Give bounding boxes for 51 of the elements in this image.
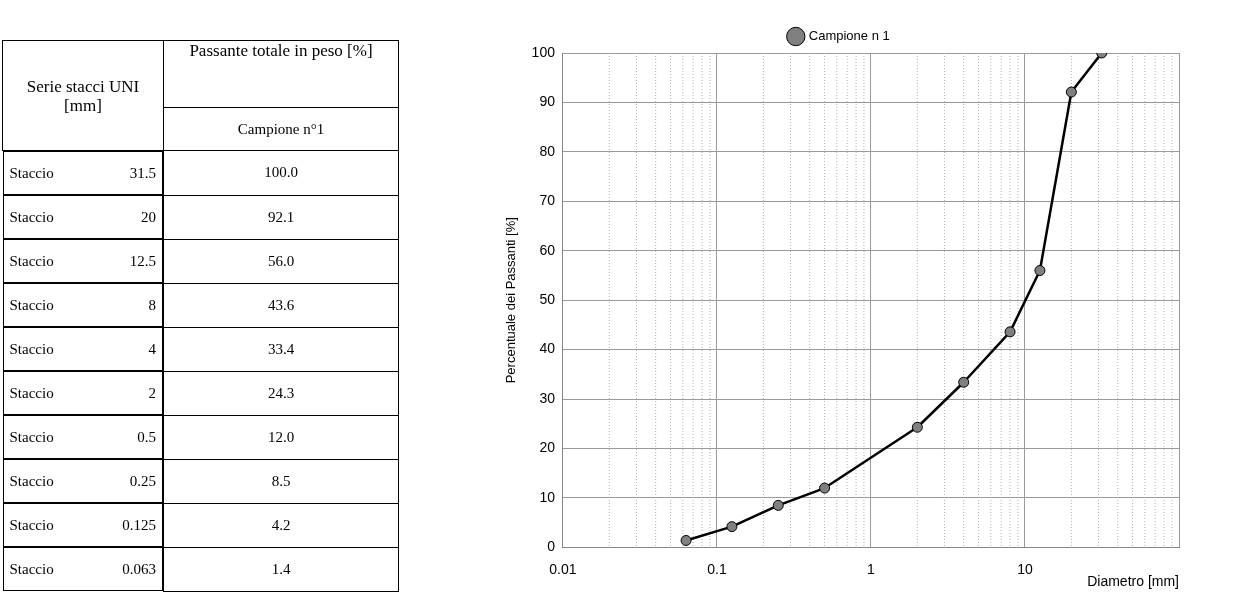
text: 12.0 [163,415,399,459]
text: 0.5 [137,428,156,446]
text: 4.2 [163,503,399,547]
text: Serie stacci UNI [mm] [2,40,164,151]
text: Passante totale in peso [%] [163,40,399,108]
text: 0.25 [129,472,156,490]
y-tick-label: 60 [539,241,556,258]
text: Staccio [9,516,54,534]
text: Staccio [9,384,54,402]
text: 2 [148,384,156,402]
y-tick-label: 100 [531,43,556,60]
text: Staccio [9,560,54,578]
y-tick-label: 10 [539,488,556,505]
y-tick-label: 70 [539,192,556,209]
text: Staccio [9,340,54,358]
text: Staccio [9,208,54,226]
text: Staccio [9,472,54,490]
text: 0.125 [122,516,156,534]
text: 8 [148,296,156,314]
text: 8.5 [163,459,399,503]
text: 100.0 [163,150,399,195]
y-tick-label: 40 [539,340,556,357]
text: Staccio [9,252,54,270]
x-tick-label: 0.01 [549,560,577,577]
x-tick-label: 10 [1017,560,1033,577]
text: Staccio [9,296,54,314]
text: 31.5 [129,164,156,182]
text: 4 [148,340,156,358]
legend-label: Campione n 1 [808,28,890,44]
y-tick-label: 50 [539,291,556,308]
text: 92.1 [163,195,399,239]
y-tick-label: 20 [539,439,556,456]
text: 24.3 [163,371,399,415]
y-tick-label: 30 [539,389,556,406]
text: 43.6 [163,283,399,327]
text: 1.4 [163,547,399,591]
text: 20 [141,208,156,226]
x-axis-title: Diametro [mm] [1087,573,1179,590]
y-tick-label: 90 [539,93,556,110]
text: Campione n°1 [163,107,399,151]
x-tick-label: 0.1 [707,560,727,577]
text: 33.4 [163,327,399,371]
y-axis-title: Percentuale dei Passanti [%] [503,217,519,384]
text: Staccio [9,428,54,446]
y-tick-label: 0 [547,538,556,555]
text: 56.0 [163,239,399,283]
text: Staccio [9,164,54,182]
y-tick-label: 80 [539,142,556,159]
x-tick-label: 1 [867,560,876,577]
text: 0.063 [122,560,156,578]
text: 12.5 [129,252,156,270]
